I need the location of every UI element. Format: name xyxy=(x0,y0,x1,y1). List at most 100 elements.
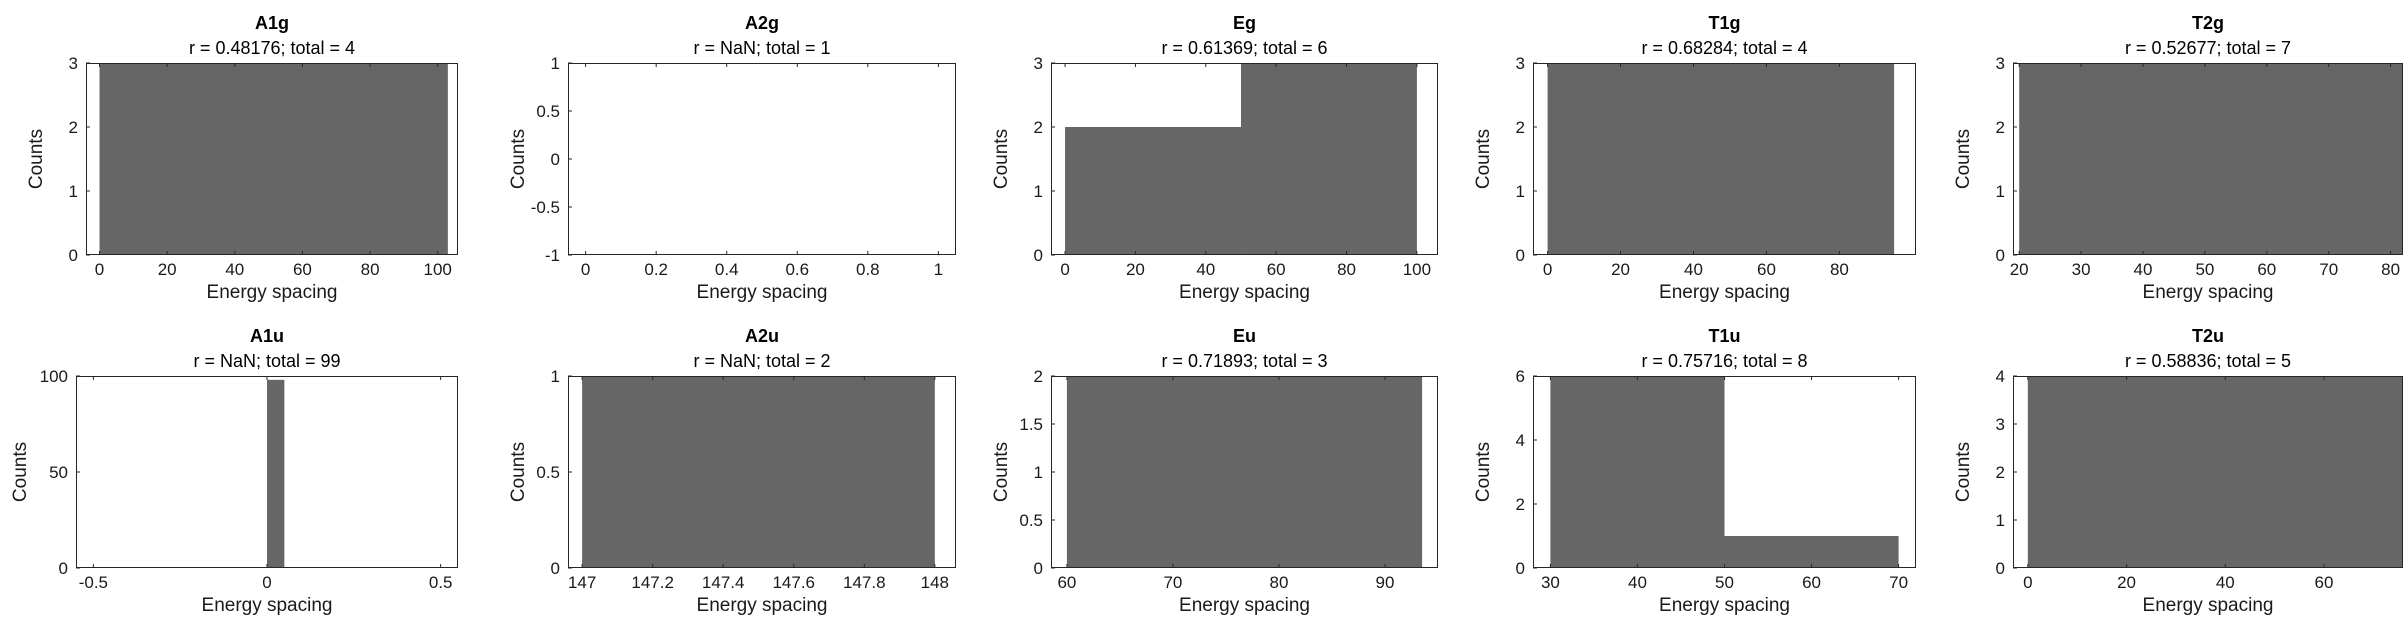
y-tick-label: 0 xyxy=(551,150,560,169)
histogram-bar xyxy=(582,376,935,568)
x-tick-label: 20 xyxy=(2117,573,2136,592)
y-tick-label: 2 xyxy=(1516,118,1525,137)
y-tick-label: 0.5 xyxy=(536,102,560,121)
x-tick-label: 80 xyxy=(1337,260,1356,279)
panel-subtitle: r = 0.75716; total = 8 xyxy=(1641,351,1807,371)
x-tick-label: 90 xyxy=(1376,573,1395,592)
x-tick-label: 0.4 xyxy=(715,260,739,279)
panel-eu: 60 70 80 90 0 0.5 1 1.5 2 Eu r = 0.71893; total = … xyxy=(991,326,1438,616)
y-tick-label: 1 xyxy=(1034,182,1043,201)
x-axis-label: Energy spacing xyxy=(1179,595,1310,616)
y-tick-label: 1 xyxy=(1996,182,2005,201)
y-tick-label: 2 xyxy=(1034,118,1043,137)
panel-t1g: 0 20 40 60 80 0 1 2 3 T1g r = 0.68284; total = 4 En… xyxy=(1473,13,1916,303)
x-tick-label: 40 xyxy=(1628,573,1647,592)
panel-a2u: 147 147.2 147.4 147.6 147.8 148 0 0.5 1 A2u r = Na… xyxy=(508,326,956,616)
x-tick-label: 40 xyxy=(1196,260,1215,279)
x-tick-label: 50 xyxy=(2195,260,2214,279)
x-tick-label: 100 xyxy=(424,260,452,279)
x-tick-label: 20 xyxy=(2010,260,2029,279)
y-tick-label: 3 xyxy=(1996,54,2005,73)
y-axis-label: Counts xyxy=(508,129,529,189)
y-axis-label: Counts xyxy=(26,129,47,189)
x-tick-label: 40 xyxy=(1684,260,1703,279)
x-axis-label: Energy spacing xyxy=(697,282,828,303)
panel-eg: 0 20 40 60 80 100 0 1 2 3 Eg r = 0.61369; total = 6… xyxy=(991,13,1438,303)
x-tick-label: 0.8 xyxy=(856,260,880,279)
x-tick-label: 20 xyxy=(1126,260,1145,279)
x-axis-label: Energy spacing xyxy=(207,282,338,303)
y-tick-label: 1 xyxy=(1516,182,1525,201)
panel-t1u: 30 40 50 60 70 0 2 4 6 T1u r = 0.75716; total = 8 E… xyxy=(1473,326,1916,616)
panel-title: A1g xyxy=(255,13,289,33)
y-tick-label: 50 xyxy=(49,463,68,482)
panel-a1g: 0 20 40 60 80 100 0 1 2 3 A1g r = 0.48176; total = … xyxy=(26,13,458,303)
x-tick-label: 147.4 xyxy=(702,573,745,592)
panel-title: Eg xyxy=(1233,13,1256,33)
x-tick-label: 40 xyxy=(225,260,244,279)
panel-a1u: -0.5 0 0.5 0 50 100 A1u r = NaN; total = 99 Ener… xyxy=(10,326,458,616)
y-tick-label: 2 xyxy=(1034,367,1043,386)
x-axis-label: Energy spacing xyxy=(1659,595,1790,616)
y-tick-label: 0 xyxy=(1516,246,1525,265)
x-tick-label: 0.5 xyxy=(429,573,453,592)
x-tick-label: 0 xyxy=(262,573,271,592)
y-tick-label: 0 xyxy=(59,559,68,578)
y-tick-label: 1 xyxy=(551,367,560,386)
panel-subtitle: r = NaN; total = 1 xyxy=(693,38,830,58)
y-axis-label: Counts xyxy=(10,442,31,502)
panel-subtitle: r = 0.52677; total = 7 xyxy=(2125,38,2291,58)
x-tick-label: 80 xyxy=(361,260,380,279)
histogram-bar xyxy=(1066,376,1423,568)
x-tick-label: 30 xyxy=(1541,573,1560,592)
x-tick-label: 0 xyxy=(1060,260,1069,279)
y-tick-label: -0.5 xyxy=(531,198,560,217)
y-tick-label: 3 xyxy=(1516,54,1525,73)
x-tick-label: 0 xyxy=(1543,260,1552,279)
y-tick-label: 2 xyxy=(1516,495,1525,514)
x-axis-label: Energy spacing xyxy=(697,595,828,616)
x-tick-label: 60 xyxy=(1267,260,1286,279)
x-axis-label: Energy spacing xyxy=(2143,595,2274,616)
x-tick-label: 0 xyxy=(581,260,590,279)
y-axis-label: Counts xyxy=(991,442,1012,502)
x-tick-label: 40 xyxy=(2216,573,2235,592)
x-tick-label: 60 xyxy=(1757,260,1776,279)
axes-frame xyxy=(1051,63,1438,255)
panel-title: T2u xyxy=(2192,326,2224,346)
y-tick-label: 0 xyxy=(551,559,560,578)
panel-subtitle: r = 0.58836; total = 5 xyxy=(2125,351,2291,371)
y-tick-label: 1.5 xyxy=(1019,415,1043,434)
x-tick-label: 60 xyxy=(293,260,312,279)
y-tick-label: 1 xyxy=(1996,511,2005,530)
x-tick-label: -0.5 xyxy=(79,573,108,592)
y-axis-label: Counts xyxy=(1473,442,1494,502)
x-tick-label: 20 xyxy=(1611,260,1630,279)
x-tick-label: 30 xyxy=(2072,260,2091,279)
histogram-bar xyxy=(1065,127,1241,255)
panel-t2u: 0 20 40 60 0 1 2 3 4 T2u r = 0.58836; total = 5 Ene… xyxy=(1953,326,2403,616)
y-tick-label: 0 xyxy=(1996,246,2005,265)
x-tick-label: 20 xyxy=(158,260,177,279)
y-tick-label: 2 xyxy=(69,118,78,137)
y-tick-label: 3 xyxy=(1034,54,1043,73)
y-tick-label: 3 xyxy=(1996,415,2005,434)
panel-subtitle: r = 0.71893; total = 3 xyxy=(1161,351,1327,371)
y-tick-label: 0.5 xyxy=(1019,511,1043,530)
x-axis-label: Energy spacing xyxy=(1179,282,1310,303)
y-tick-label: 0 xyxy=(1516,559,1525,578)
y-tick-label: 0.5 xyxy=(536,463,560,482)
y-tick-label: 0 xyxy=(69,246,78,265)
x-tick-label: 0.2 xyxy=(644,260,668,279)
x-tick-label: 0.6 xyxy=(785,260,809,279)
x-tick-label: 80 xyxy=(1830,260,1849,279)
x-tick-label: 50 xyxy=(1715,573,1734,592)
histogram-bar xyxy=(1547,63,1895,255)
x-tick-label: 100 xyxy=(1403,260,1431,279)
panel-title: T1g xyxy=(1708,13,1740,33)
y-axis-label: Counts xyxy=(1953,129,1974,189)
y-tick-label: 3 xyxy=(69,54,78,73)
y-axis-label: Counts xyxy=(991,129,1012,189)
x-tick-label: 80 xyxy=(1269,573,1288,592)
